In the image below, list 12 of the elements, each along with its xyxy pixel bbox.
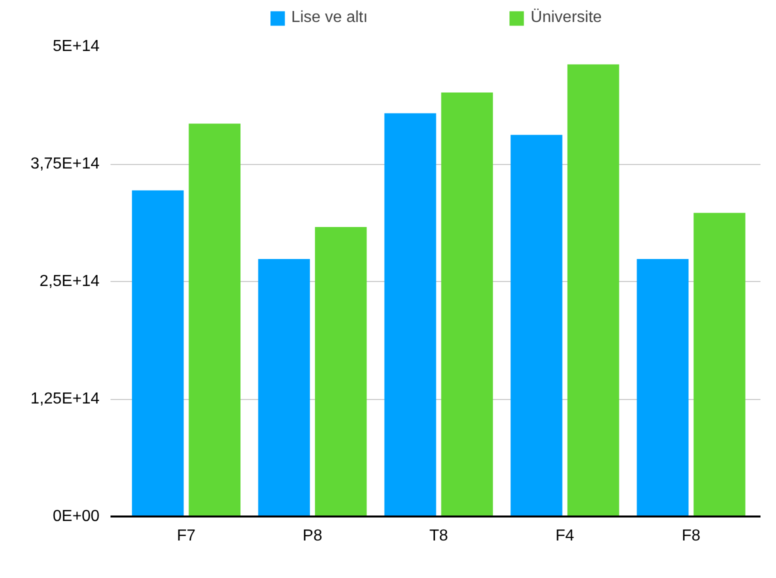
x-tick-label: F4 <box>556 528 574 544</box>
y-tick-label: 0E+00 <box>52 508 100 525</box>
y-tick-label: 2,5E+14 <box>39 273 100 290</box>
x-tick-label: F7 <box>176 528 196 544</box>
legend-label: Lise ve altı <box>291 9 368 27</box>
x-tick-label: P8 <box>302 528 322 544</box>
y-tick-label: 3,75E+14 <box>30 156 100 172</box>
y-tick-label: 1,25E+14 <box>30 390 100 408</box>
legend-label: Üniversite <box>530 9 602 27</box>
y-tick-label: 5E+14 <box>52 38 100 55</box>
x-tick-label: F8 <box>682 528 701 544</box>
x-tick-label: T8 <box>429 528 448 544</box>
